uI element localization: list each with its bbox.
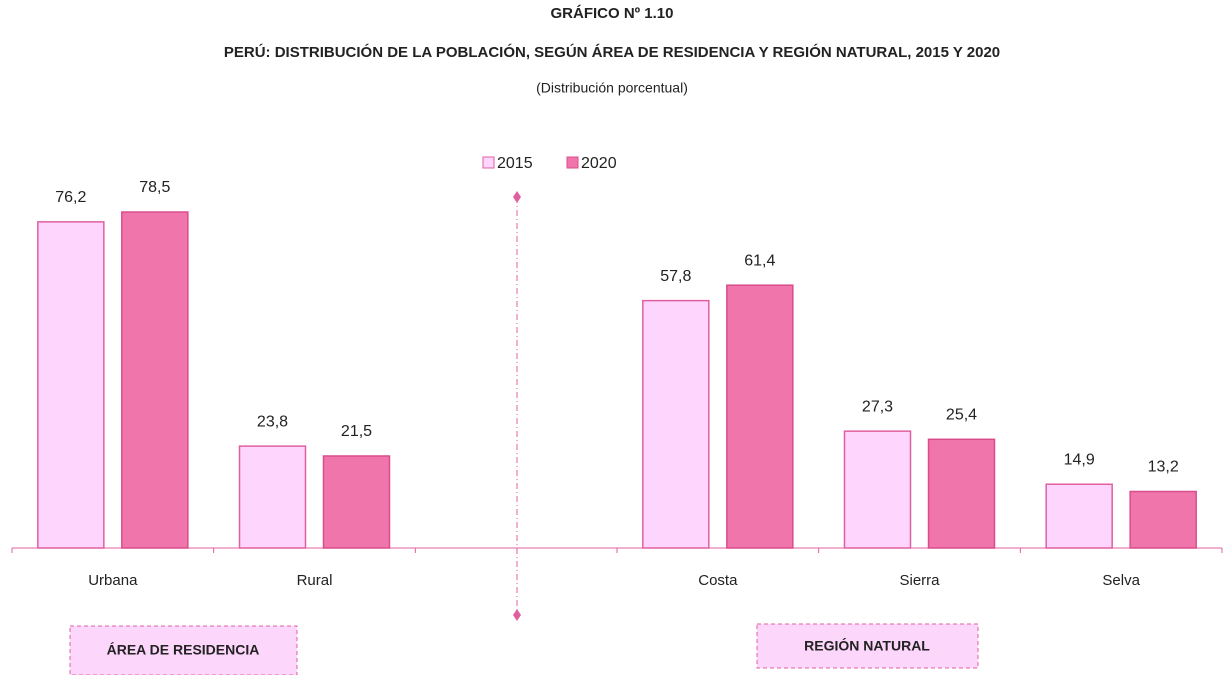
- value-label: 76,2: [55, 189, 86, 206]
- bar: [726, 284, 794, 549]
- legend-label: 2015: [497, 155, 533, 172]
- value-label: 21,5: [341, 423, 372, 440]
- bar: [238, 445, 307, 549]
- annotation: REGIÓN NATURAL: [804, 637, 930, 654]
- divider-cap: [513, 191, 521, 203]
- bar: [1129, 490, 1197, 549]
- legend-swatch: [566, 156, 579, 169]
- bar: [1045, 483, 1113, 549]
- bar: [37, 221, 105, 549]
- chart-subtitle: PERÚ: DISTRIBUCIÓN DE LA POBLACIÓN, SEGÚ…: [224, 43, 1000, 61]
- x-tick-label: Urbana: [88, 572, 138, 589]
- x-tick-label: Sierra: [899, 572, 940, 589]
- bar: [121, 211, 189, 549]
- bar: [322, 455, 391, 549]
- value-label: 25,4: [946, 407, 977, 424]
- annotation: ÁREA DE RESIDENCIA: [107, 642, 260, 658]
- value-label: 27,3: [862, 398, 893, 415]
- x-tick-label: Selva: [1102, 572, 1140, 589]
- value-label: 13,2: [1148, 459, 1179, 476]
- bar: [642, 299, 710, 549]
- value-label: 61,4: [744, 252, 775, 269]
- chart-title: GRÁFICO Nº 1.10: [550, 5, 673, 22]
- x-tick-label: Costa: [698, 572, 738, 589]
- x-tick-label: Rural: [297, 572, 333, 589]
- legend-label: 2020: [581, 155, 617, 172]
- legend-swatch: [482, 156, 495, 169]
- value-label: 23,8: [257, 413, 288, 430]
- bar: [927, 438, 996, 549]
- bar: [843, 430, 912, 549]
- annotation-box: [69, 625, 298, 676]
- annotation-box: [756, 623, 979, 669]
- value-label: 14,9: [1064, 451, 1095, 468]
- divider-cap: [513, 609, 521, 621]
- chart-note: (Distribución porcentual): [536, 80, 688, 96]
- value-label: 57,8: [660, 268, 691, 285]
- value-label: 78,5: [139, 179, 170, 196]
